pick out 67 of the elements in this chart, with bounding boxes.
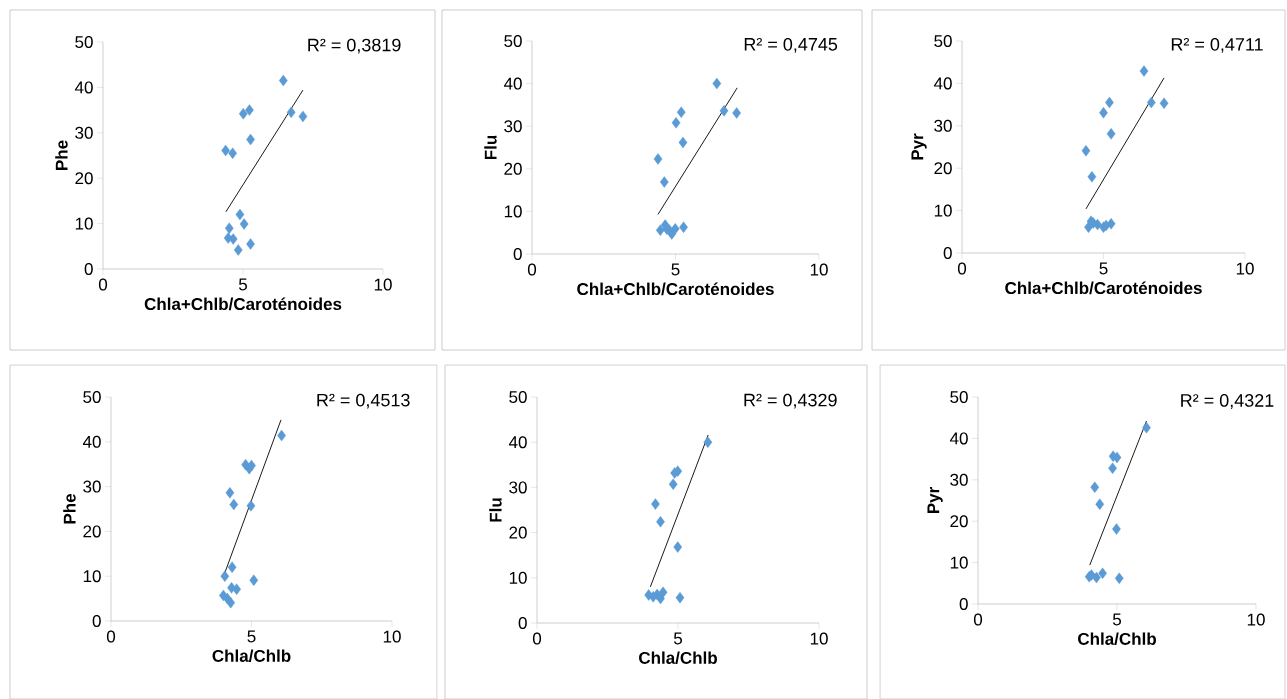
y-tick-label: 20 bbox=[504, 162, 522, 175]
x-axis-title: Chla/Chlb bbox=[212, 649, 291, 663]
x-axis-title: Chla/Chlb bbox=[1078, 632, 1156, 646]
x-tick-label: 5 bbox=[671, 263, 680, 276]
y-tick-label: 20 bbox=[509, 526, 527, 539]
y-tick-label: 30 bbox=[83, 480, 101, 493]
y-tick-label: 30 bbox=[934, 119, 952, 132]
y-tick-label: 40 bbox=[508, 436, 527, 449]
annotation: R² = 0,4711 bbox=[1171, 37, 1263, 53]
x-tick-label: 0 bbox=[106, 630, 116, 643]
x-tick-label: 5 bbox=[247, 630, 256, 643]
annotation: R² = 0,4513 bbox=[317, 393, 410, 409]
y-tick-label: 30 bbox=[75, 126, 93, 139]
y-tick-label: 10 bbox=[934, 204, 952, 217]
y-tick-label: 50 bbox=[934, 34, 952, 48]
y-axis-title: Flu bbox=[484, 135, 497, 160]
y-tick-label: 40 bbox=[949, 432, 968, 445]
y-tick-label: 30 bbox=[509, 481, 527, 494]
y-tick-label: 40 bbox=[503, 77, 522, 90]
y-tick-label: 50 bbox=[504, 34, 522, 48]
y-tick-label: 0 bbox=[959, 597, 968, 611]
y-tick-label: 20 bbox=[934, 162, 952, 175]
x-tick-label: 5 bbox=[1112, 613, 1122, 626]
y-tick-label: 40 bbox=[74, 81, 93, 94]
y-tick-label: 30 bbox=[950, 473, 968, 486]
x-tick-label: 10 bbox=[1236, 262, 1254, 275]
y-tick-label: 10 bbox=[509, 571, 527, 584]
y-tick-label: 50 bbox=[83, 390, 101, 404]
x-tick-label: 5 bbox=[1099, 262, 1108, 275]
x-axis-title: Chla+Chlb/Caroténoides bbox=[1005, 281, 1202, 295]
y-tick-label: 30 bbox=[504, 120, 522, 133]
x-tick-label: 10 bbox=[383, 630, 401, 643]
y-tick-label: 10 bbox=[75, 217, 93, 230]
y-tick-label: 20 bbox=[83, 525, 101, 538]
y-tick-label: 50 bbox=[950, 390, 968, 404]
x-axis-title: Chla+Chlb/Caroténoides bbox=[577, 282, 774, 296]
y-tick-label: 0 bbox=[513, 247, 522, 261]
y-axis-title: Phe bbox=[63, 493, 76, 524]
y-tick-label: 50 bbox=[509, 390, 527, 404]
y-axis-title: Pyr bbox=[927, 487, 943, 514]
x-tick-label: 10 bbox=[374, 278, 392, 291]
y-axis-title: Pyr bbox=[911, 133, 927, 160]
annotation: R² = 0,4329 bbox=[744, 393, 837, 409]
x-tick-label: 10 bbox=[810, 263, 828, 276]
x-axis-title: Chla+Chlb/Caroténoides bbox=[144, 297, 342, 311]
annotation: R² = 0,3819 bbox=[308, 38, 401, 54]
y-tick-label: 20 bbox=[950, 515, 968, 528]
y-tick-label: 0 bbox=[943, 246, 952, 260]
y-tick-label: 10 bbox=[950, 556, 968, 569]
x-tick-label: 5 bbox=[238, 278, 248, 291]
y-tick-label: 20 bbox=[75, 172, 93, 185]
x-tick-label: 0 bbox=[973, 613, 983, 626]
x-tick-label: 10 bbox=[1247, 613, 1265, 626]
x-axis-title: Chla/Chlb bbox=[639, 651, 717, 665]
y-tick-label: 40 bbox=[82, 435, 101, 448]
x-tick-label: 5 bbox=[673, 632, 683, 645]
y-axis-title: Flu bbox=[489, 498, 502, 522]
annotation: R² = 0,4745 bbox=[744, 37, 838, 53]
annotation: R² = 0,4321 bbox=[1181, 394, 1274, 409]
y-axis-title: Phe bbox=[55, 140, 68, 170]
x-tick-label: 10 bbox=[810, 632, 828, 645]
y-tick-label: 50 bbox=[75, 35, 93, 49]
x-tick-label: 0 bbox=[532, 632, 542, 645]
x-tick-label: 0 bbox=[527, 263, 537, 276]
y-tick-label: 40 bbox=[933, 77, 952, 90]
y-tick-label: 10 bbox=[83, 570, 101, 583]
y-tick-label: 10 bbox=[504, 205, 522, 218]
